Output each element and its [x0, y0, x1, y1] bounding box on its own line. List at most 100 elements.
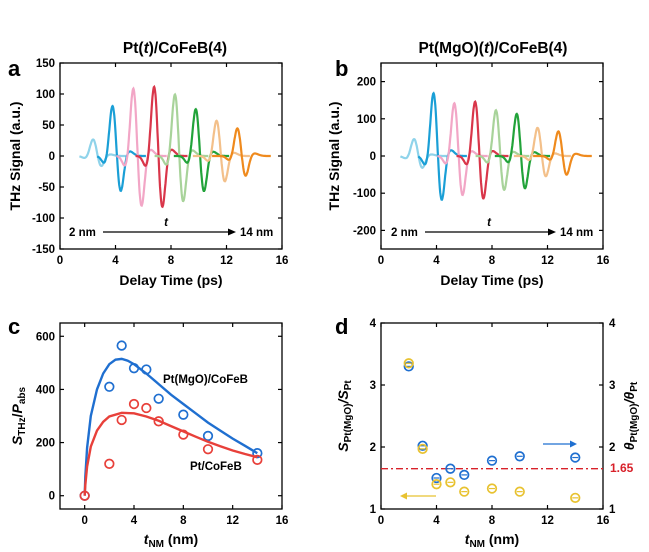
- panel-a-traces: [79, 84, 271, 209]
- data-point: [252, 454, 263, 465]
- y-tick-label: 600: [36, 331, 55, 343]
- panel-b-annot-end: 14 nm: [560, 227, 593, 239]
- data-point: [79, 490, 90, 501]
- panel-b-annot-start: 2 nm: [391, 227, 418, 239]
- data-point: [116, 340, 127, 351]
- y-tick-label: 0: [49, 151, 55, 163]
- panel-b: b Pt(MgO)(t)/CoFeB(4) 0 4 8 12 16 200 100 0 -100…: [326, 40, 609, 288]
- x-tick-label: 16: [597, 255, 610, 267]
- legend-pt: Pt/CoFeB: [190, 461, 242, 473]
- ratio-point: [486, 455, 498, 466]
- y-right-tick-label: 1: [609, 504, 616, 516]
- panel-d-ylabel-right-base: θ: [621, 442, 637, 450]
- panel-d-xlabel-unit: (nm): [485, 531, 519, 547]
- thz-trace: [533, 130, 592, 176]
- y-tick-label: -50: [38, 182, 55, 194]
- panel-d-data: [381, 358, 603, 503]
- panel-c-label: c: [8, 314, 20, 339]
- data-point: [128, 363, 140, 374]
- panel-d-ylabel-right-mid: /θ: [621, 392, 637, 405]
- ratio-point: [486, 483, 498, 494]
- ratio-point: [459, 469, 470, 481]
- panel-b-annot-t: t: [487, 217, 492, 229]
- panel-d-ticks: 0 4 8 12 16 4 4 3 3 2 2 1 1: [370, 318, 616, 527]
- panel-a-label: a: [8, 56, 21, 81]
- panel-a-ylabel: THz Signal (a.u.): [7, 102, 23, 211]
- x-tick-label: 16: [276, 255, 289, 267]
- y-tick-label: 150: [36, 58, 55, 70]
- panel-c-xlabel-base: t: [144, 531, 150, 547]
- ratio-point: [570, 492, 581, 503]
- fit-curve: [83, 411, 258, 496]
- thz-trace: [513, 126, 571, 178]
- ratio-point: [403, 358, 414, 369]
- panel-d-ylabel-right-sub1: Pt(MgO): [629, 404, 640, 443]
- data-point: [128, 398, 140, 410]
- data-point: [153, 416, 164, 427]
- x-tick-label: 12: [226, 515, 239, 527]
- y-tick-label: 100: [357, 114, 376, 126]
- panel-b-ylabel: THz Signal (a.u.): [326, 102, 342, 211]
- panel-d-ylabel-left-sub2: Pt: [343, 380, 354, 391]
- x-tick-label: 0: [378, 515, 384, 527]
- data-point: [104, 381, 115, 392]
- ratio-point: [570, 452, 581, 463]
- y-right-tick-label: 2: [609, 442, 615, 454]
- panel-d-frame: [380, 322, 604, 510]
- panel-b-traces: [399, 91, 592, 201]
- x-tick-label: 0: [81, 515, 87, 527]
- panel-d-xlabel: tNM (nm): [465, 531, 519, 550]
- panel-d-xlabel-base: t: [465, 531, 471, 547]
- y-tick-label: 4: [370, 318, 377, 330]
- ratio-point: [431, 479, 442, 490]
- x-tick-label: 4: [433, 515, 440, 527]
- x-tick-label: 4: [131, 515, 138, 527]
- y-tick-label: 400: [36, 384, 55, 396]
- right-axis-arrowhead: [570, 440, 577, 448]
- y-tick-label: 100: [36, 89, 55, 101]
- panel-b-ticks: 0 4 8 12 16 200 100 0 -100 -200: [353, 63, 609, 267]
- panel-d-ylabel-left-mid: /S: [335, 390, 351, 405]
- y-tick-label: 3: [370, 380, 376, 392]
- y-tick-label: 0: [49, 491, 55, 503]
- data-point: [153, 393, 164, 404]
- y-tick-label: 50: [42, 120, 55, 132]
- thz-trace: [212, 127, 271, 177]
- data-point: [116, 414, 127, 426]
- panel-c-xlabel: tNM (nm): [144, 531, 198, 550]
- panel-a-ticks: 0 4 8 12 16 150 100 50 0 -50 -100 -150: [32, 58, 288, 267]
- ratio-point: [459, 486, 470, 497]
- x-tick-label: 12: [220, 255, 233, 267]
- y-tick-label: 0: [370, 151, 376, 163]
- x-tick-label: 12: [541, 255, 554, 267]
- ratio-point: [417, 443, 428, 455]
- x-tick-label: 8: [489, 515, 496, 527]
- data-point: [202, 430, 214, 442]
- panel-a-annot-arrowhead: [228, 228, 236, 236]
- reference-line-label: 1.65: [610, 461, 634, 475]
- thz-trace: [192, 119, 250, 183]
- panel-b-annot-arrowhead: [548, 228, 556, 236]
- y-tick-label: 1: [370, 504, 377, 516]
- x-tick-label: 16: [276, 515, 289, 527]
- panel-d-ylabel-left-sub1: Pt(MgO): [343, 404, 354, 443]
- x-tick-label: 0: [57, 255, 63, 267]
- data-point: [178, 409, 189, 420]
- x-tick-label: 8: [180, 515, 187, 527]
- data-point: [141, 364, 152, 375]
- panel-a: a Pt(t)/CoFeB(4) 0 4 8 12 16 150 100 50 0 -50 -100…: [7, 40, 288, 288]
- x-tick-label: 4: [433, 255, 440, 267]
- ratio-point: [514, 451, 525, 462]
- panel-c-data: [79, 340, 263, 501]
- x-tick-label: 8: [168, 255, 175, 267]
- y-right-tick-label: 3: [609, 380, 615, 392]
- y-tick-label: 2: [370, 442, 376, 454]
- x-tick-label: 8: [489, 255, 496, 267]
- x-tick-label: 12: [541, 515, 554, 527]
- panel-b-label: b: [335, 56, 348, 81]
- panel-c-ylabel-p: P: [9, 404, 25, 414]
- data-point: [141, 402, 152, 414]
- ratio-point: [417, 440, 428, 451]
- ratio-point: [403, 361, 414, 372]
